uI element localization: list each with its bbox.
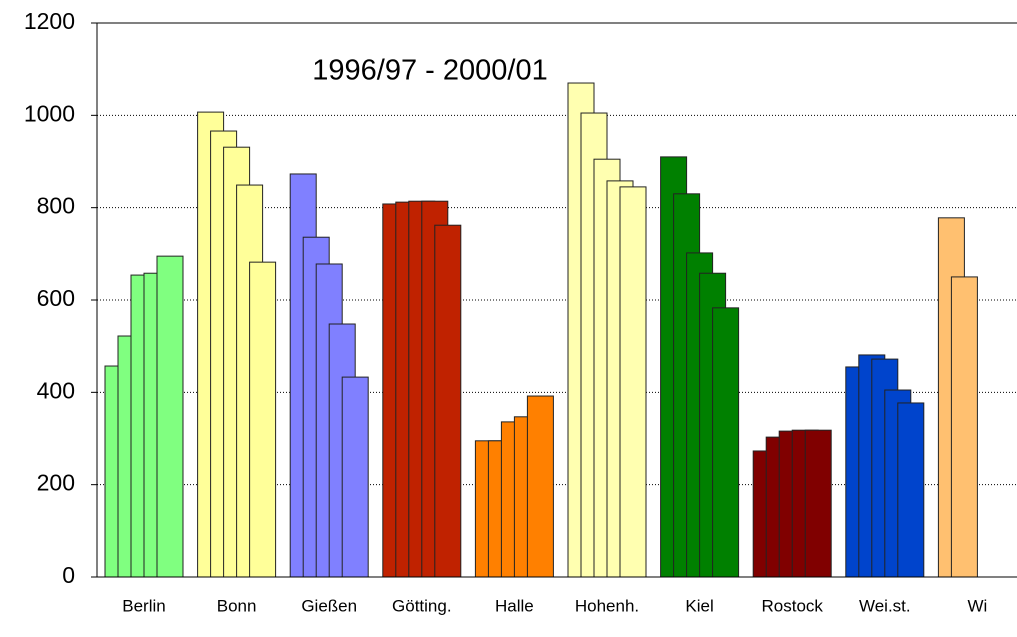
bar — [619, 186, 647, 578]
bar — [156, 255, 184, 578]
y-tick-label: 600 — [37, 285, 75, 311]
x-tick-label: Gießen — [301, 596, 357, 615]
y-tick-label: 1000 — [24, 100, 75, 126]
bar — [341, 376, 369, 578]
x-tick-label: Hohenh. — [575, 596, 639, 615]
y-tick-label: 1200 — [24, 8, 75, 34]
x-tick-label: Wei.st. — [859, 596, 911, 615]
y-tick-label: 200 — [37, 470, 75, 496]
x-tick-label: Bonn — [217, 596, 257, 615]
x-tick-label: Kiel — [685, 596, 713, 615]
x-tick-label: Rostock — [761, 596, 823, 615]
x-tick-label: Berlin — [122, 596, 165, 615]
bar — [249, 261, 277, 578]
x-tick-label: Götting. — [392, 596, 452, 615]
bar — [526, 395, 554, 578]
bar — [897, 402, 925, 578]
bar — [712, 307, 740, 578]
y-tick-label: 400 — [37, 377, 75, 403]
bar — [434, 224, 462, 578]
chart-title: 1996/97 - 2000/01 — [312, 55, 547, 87]
y-tick-label: 0 — [62, 562, 75, 588]
y-tick-label: 800 — [37, 193, 75, 219]
bar — [950, 276, 978, 578]
x-tick-label: Halle — [495, 596, 534, 615]
bar — [804, 429, 832, 578]
x-tick-label: Wi — [967, 596, 987, 615]
